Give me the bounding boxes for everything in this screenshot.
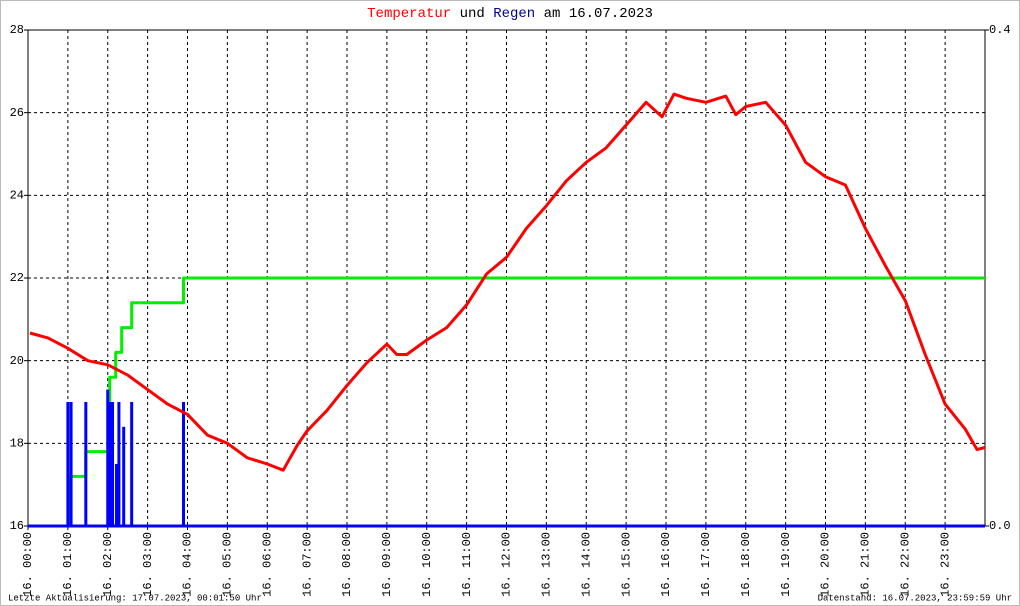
x-tick-label: 16. 06:00 xyxy=(260,532,274,597)
bar xyxy=(108,402,112,526)
bar xyxy=(69,402,73,526)
footer-left: Letzte Aktualisierung: 17.07.2023, 00:01… xyxy=(8,593,262,603)
x-tick-label: 16. 20:00 xyxy=(819,532,833,597)
title-part: und xyxy=(460,6,485,22)
x-tick-label: 16. 12:00 xyxy=(500,532,514,597)
y-tick-label: 16 xyxy=(10,519,24,533)
x-tick-label: 16. 23:00 xyxy=(938,532,952,597)
x-tick-label: 16. 21:00 xyxy=(859,532,873,597)
x-tick-label: 16. 17:00 xyxy=(699,532,713,597)
y2-tick-label: 0.4 xyxy=(989,23,1011,37)
x-tick-label: 16. 05:00 xyxy=(221,532,235,597)
bar xyxy=(122,426,126,526)
x-tick-label: 16. 13:00 xyxy=(540,532,554,597)
x-tick-label: 16. 02:00 xyxy=(101,532,115,597)
y-tick-label: 26 xyxy=(10,106,24,120)
x-tick-label: 16. 18:00 xyxy=(739,532,753,597)
x-tick-label: 16. 08:00 xyxy=(340,532,354,597)
x-tick-label: 16. 07:00 xyxy=(300,532,314,597)
title-part: Temperatur xyxy=(367,6,451,22)
data-line xyxy=(29,92,986,472)
bar xyxy=(106,389,110,526)
footer-right: Datenstand: 16.07.2023, 23:59:59 Uhr xyxy=(818,593,1012,603)
bar xyxy=(111,402,115,526)
x-tick-label: 16. 14:00 xyxy=(579,532,593,597)
y-tick-label: 22 xyxy=(10,271,24,285)
chart-title: Temperatur und Regen am 16.07.2023 xyxy=(367,6,653,22)
title-part: am 16.07.2023 xyxy=(544,6,653,22)
x-tick-label: 16. 11:00 xyxy=(460,532,474,597)
x-tick-label: 16. 00:00 xyxy=(21,532,35,597)
bar xyxy=(182,402,186,526)
bar xyxy=(84,402,88,526)
x-tick-label: 16. 16:00 xyxy=(659,532,673,597)
x-tick-label: 16. 01:00 xyxy=(61,532,75,597)
x-tick-label: 16. 04:00 xyxy=(181,532,195,597)
y-tick-label: 24 xyxy=(10,189,24,203)
x-tick-label: 16. 09:00 xyxy=(380,532,394,597)
x-tick-label: 16. 19:00 xyxy=(779,532,793,597)
title-part: Regen xyxy=(493,6,535,22)
bar xyxy=(130,402,134,526)
x-tick-label: 16. 15:00 xyxy=(619,532,633,597)
bar xyxy=(117,402,121,526)
x-tick-label: 16. 03:00 xyxy=(141,532,155,597)
x-tick-label: 16. 10:00 xyxy=(420,532,434,597)
data-line xyxy=(28,276,985,528)
bar xyxy=(66,402,70,526)
y2-tick-label: 0.0 xyxy=(989,519,1011,533)
bar xyxy=(115,464,119,526)
x-tick-label: 16. 22:00 xyxy=(898,532,912,597)
y-tick-label: 28 xyxy=(10,23,24,37)
y-tick-label: 20 xyxy=(10,354,24,368)
y-tick-label: 18 xyxy=(10,437,24,451)
